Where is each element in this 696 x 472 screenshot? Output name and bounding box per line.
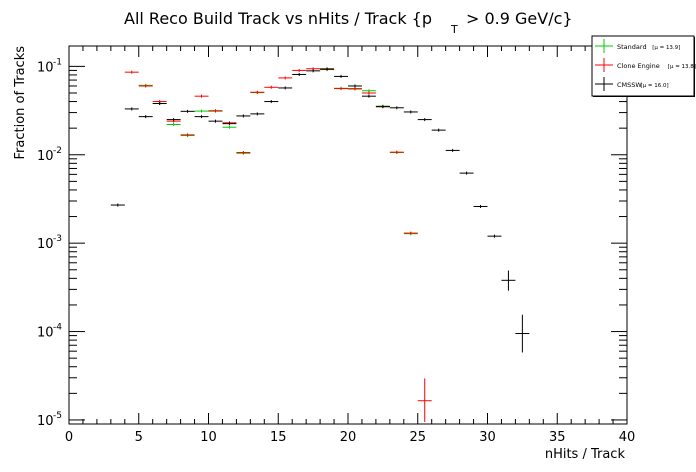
data-point: [208, 109, 223, 113]
data-point: [515, 314, 530, 353]
data-point: [236, 151, 251, 155]
data-point: [417, 378, 432, 422]
frame-layer: [68, 45, 628, 425]
x-tick-label: 25: [409, 430, 426, 445]
data-point: [361, 91, 376, 95]
data-point: [222, 125, 237, 129]
y-tick-label-base: 10: [37, 149, 54, 164]
data-point: [250, 112, 265, 116]
y-tick-label-exponent: -1: [53, 57, 62, 67]
data-point: [166, 118, 181, 122]
data-point: [180, 109, 195, 113]
x-axis-label: nHits / Track: [545, 447, 626, 462]
data-point: [138, 84, 153, 88]
data-point: [445, 148, 460, 152]
data-point: [348, 87, 362, 91]
data-point: [278, 86, 293, 90]
data-point: [389, 150, 404, 154]
legend-entry: Standard [μ = 13.9]: [595, 39, 680, 53]
legend-stat: [μ = 13.8]: [668, 64, 696, 70]
data-point: [473, 204, 488, 208]
y-tick-label-exponent: -5: [53, 411, 62, 421]
data-point: [110, 203, 125, 207]
data-point: [180, 133, 195, 137]
data-point: [348, 84, 362, 88]
data-point: [403, 110, 418, 114]
legend-entry: Clone Engine [μ = 13.8]: [595, 58, 696, 72]
chart-title: All Reco Build Track vs nHits / Track {p: [124, 9, 432, 28]
series-clone-engine: [124, 67, 432, 422]
data-point: [124, 70, 139, 74]
legend-label: Clone Engine: [617, 62, 660, 70]
data-point: [320, 67, 335, 71]
data-point: [334, 87, 348, 91]
y-axis-label: Fraction of Tracks: [13, 46, 28, 160]
legend-stat: [μ = 16.0]: [641, 83, 669, 89]
data-point: [194, 115, 209, 119]
y-tick-label-base: 10: [37, 60, 54, 75]
data-point: [222, 122, 237, 126]
data-point: [236, 114, 251, 118]
legend: Standard [μ = 13.9] Clone Engine [μ = 13.8]…: [591, 35, 696, 97]
data-point: [361, 94, 376, 98]
data-point: [292, 68, 307, 72]
data-point: [194, 94, 209, 98]
data-point: [208, 119, 223, 123]
x-tick-label: 40: [619, 430, 636, 445]
data-point: [292, 72, 307, 76]
chart-title-subscript: T: [450, 23, 458, 36]
y-tick-label-exponent: -4: [53, 323, 62, 333]
x-tick-label: 20: [340, 430, 357, 445]
data-point: [166, 122, 181, 126]
chart-title-tail: > 0.9 GeV/c}: [466, 9, 573, 28]
y-tick-label-base: 10: [37, 237, 54, 252]
data-point: [403, 231, 418, 235]
data-point: [194, 109, 209, 113]
legend-label: CMSSW: [617, 81, 642, 89]
data-point: [459, 171, 474, 175]
plot-frame: [68, 45, 628, 425]
data-point: [375, 105, 390, 109]
text-layer: All Reco Build Track vs nHits / Track {p…: [13, 9, 625, 462]
y-tick-label-exponent: -3: [53, 234, 62, 244]
series-cmssw: [110, 67, 530, 353]
x-tick-label: 10: [200, 430, 217, 445]
legend-label: Standard: [617, 43, 647, 51]
data-point: [431, 128, 446, 132]
data-point: [250, 90, 265, 94]
data-point: [334, 74, 348, 78]
data-point: [501, 270, 516, 291]
x-tick-label: 15: [270, 430, 287, 445]
data-point: [138, 115, 153, 119]
data-point: [389, 106, 404, 110]
data-layer: [110, 67, 530, 422]
data-point: [487, 234, 502, 238]
x-tick-label: 0: [65, 430, 73, 445]
y-tick-label-base: 10: [37, 414, 54, 429]
legend-entry: CMSSW[μ = 16.0]: [595, 77, 669, 91]
x-tick-label: 30: [479, 430, 496, 445]
data-point: [152, 102, 167, 106]
data-point: [124, 107, 139, 111]
y-tick-label-exponent: -2: [53, 146, 62, 156]
x-tick-label: 5: [135, 430, 143, 445]
legend-stat: [μ = 13.9]: [652, 45, 680, 51]
data-point: [417, 118, 432, 122]
data-point: [264, 85, 279, 89]
data-point: [306, 69, 321, 73]
data-point: [278, 76, 293, 80]
x-tick-label: 35: [549, 430, 566, 445]
data-point: [264, 100, 279, 104]
y-tick-label-base: 10: [37, 326, 54, 341]
